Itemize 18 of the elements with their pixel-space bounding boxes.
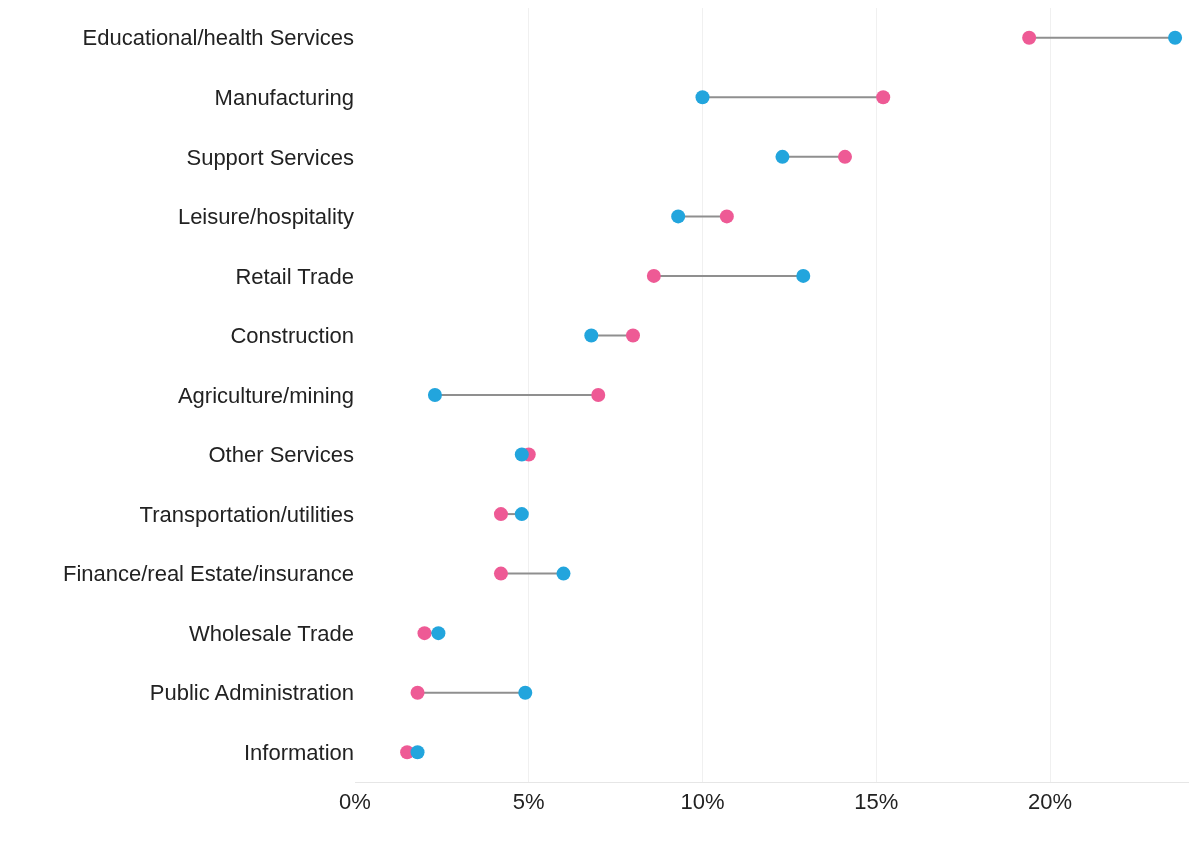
x-tick-label: 0% bbox=[339, 789, 371, 815]
y-tick-label: Transportation/utilities bbox=[139, 501, 354, 527]
y-tick-label: Public Administration bbox=[149, 680, 354, 706]
x-tick-label: 10% bbox=[680, 789, 725, 815]
x-tick-label: 15% bbox=[854, 789, 899, 815]
y-tick-label: Educational/health Services bbox=[82, 25, 354, 51]
y-tick-label: Finance/real Estate/insurance bbox=[62, 561, 354, 587]
y-tick-label: Manufacturing bbox=[214, 85, 354, 111]
y-tick-label: Other Services bbox=[208, 442, 354, 468]
x-tick-label: 5% bbox=[512, 789, 545, 815]
y-tick-label: Leisure/hospitality bbox=[177, 204, 354, 230]
y-tick-label: Retail Trade bbox=[235, 263, 354, 289]
y-tick-label: Agriculture/mining bbox=[177, 382, 354, 408]
y-tick-label: Support Services bbox=[186, 144, 354, 170]
x-tick-label: 20% bbox=[1027, 789, 1073, 815]
y-tick-label: Information bbox=[243, 739, 354, 765]
y-tick-label: Wholesale Trade bbox=[188, 620, 354, 646]
y-tick-label: Construction bbox=[230, 323, 354, 349]
